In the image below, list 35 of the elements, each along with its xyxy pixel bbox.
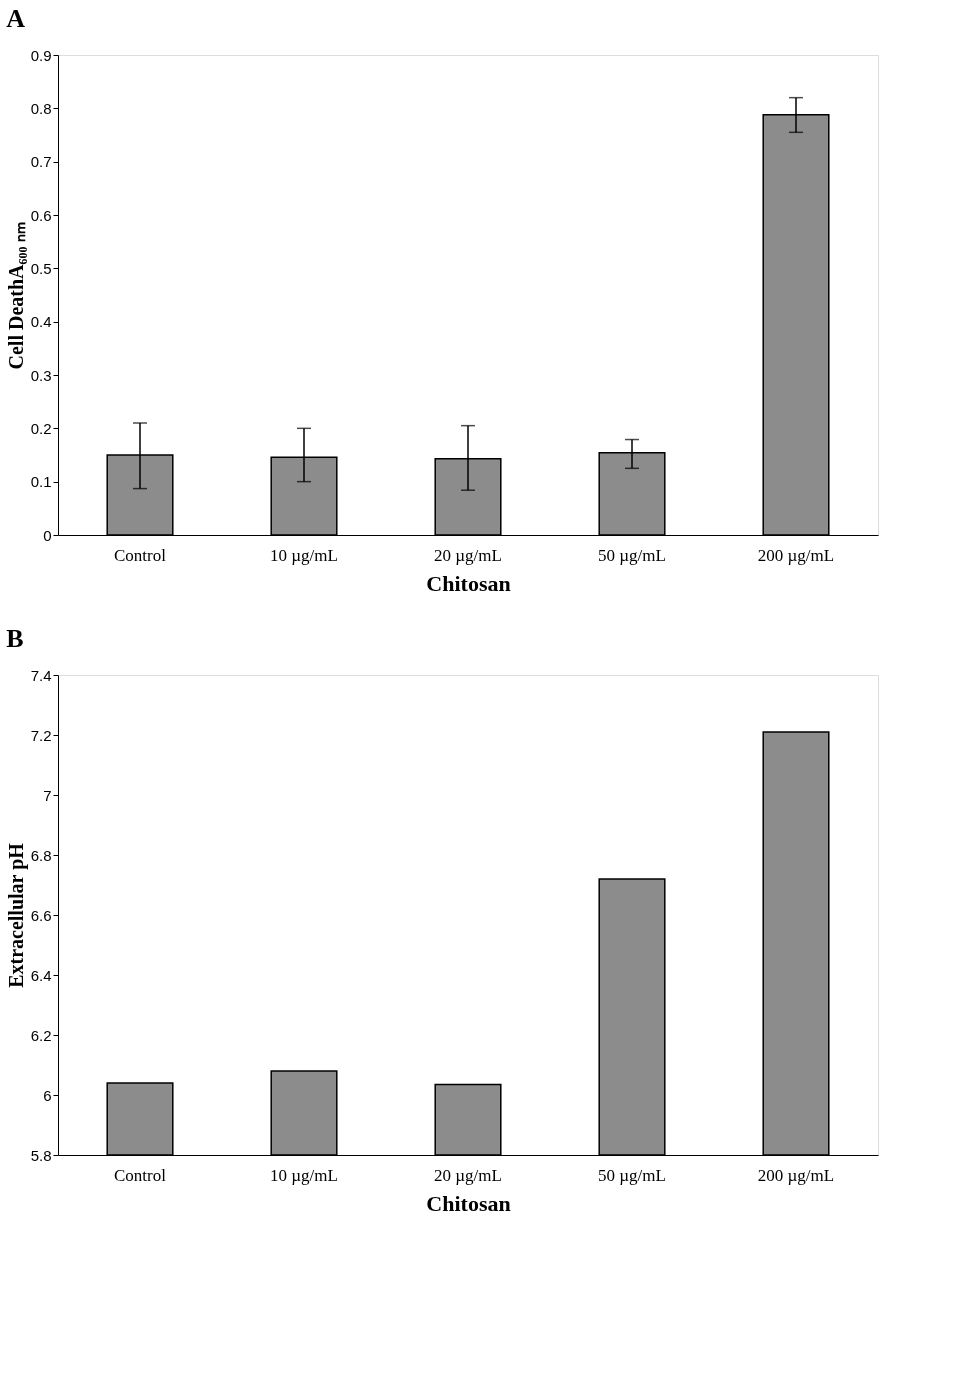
x-axis-title: Chitosan [426, 570, 511, 596]
y-tick-label: 6 [43, 1086, 52, 1104]
y-tick-label: 0.1 [30, 473, 52, 491]
y-tick-label: 6.8 [30, 846, 52, 864]
y-tick-label: 0.2 [30, 419, 52, 437]
x-tick-label: 200 µg/mL [757, 1165, 835, 1185]
x-tick-label: Control [114, 545, 167, 565]
y-tick-label: 0 [43, 526, 52, 544]
y-tick-label: 6.2 [30, 1026, 52, 1044]
x-tick-label: 200 µg/mL [757, 545, 835, 565]
y-tick-label: 6.4 [30, 966, 52, 984]
y-tick-label: 0.3 [30, 366, 52, 384]
x-tick-label: 50 µg/mL [598, 1165, 666, 1185]
y-tick-label: 0.6 [30, 206, 52, 224]
y-tick-label: 7.2 [30, 726, 52, 744]
x-tick-label: 20 µg/mL [434, 545, 502, 565]
x-tick-label: 50 µg/mL [598, 545, 666, 565]
x-axis-title: Chitosan [426, 1190, 511, 1216]
chart-title: B [6, 624, 24, 653]
x-tick-label: 10 µg/mL [270, 1165, 338, 1185]
y-tick-label: 0.7 [30, 153, 52, 171]
y-tick-label: 0.4 [30, 313, 52, 331]
y-tick-label: 7 [43, 786, 52, 804]
x-tick-label: 20 µg/mL [434, 1165, 502, 1185]
y-axis-title: Extracellular pH [4, 842, 28, 988]
y-tick-label: 5.8 [30, 1146, 52, 1164]
y-tick-label: 7.4 [30, 666, 52, 684]
x-tick-label: Control [114, 1165, 167, 1185]
x-tick-label: 10 µg/mL [270, 545, 338, 565]
chart-title: A [6, 4, 26, 33]
y-axis-title: Cell DeathA₆₀₀ ₙₘ [4, 221, 27, 370]
y-tick-label: 0.5 [30, 259, 52, 277]
y-tick-label: 0.8 [30, 99, 52, 117]
y-tick-label: 6.6 [30, 906, 52, 924]
y-tick-label: 0.9 [30, 46, 52, 64]
